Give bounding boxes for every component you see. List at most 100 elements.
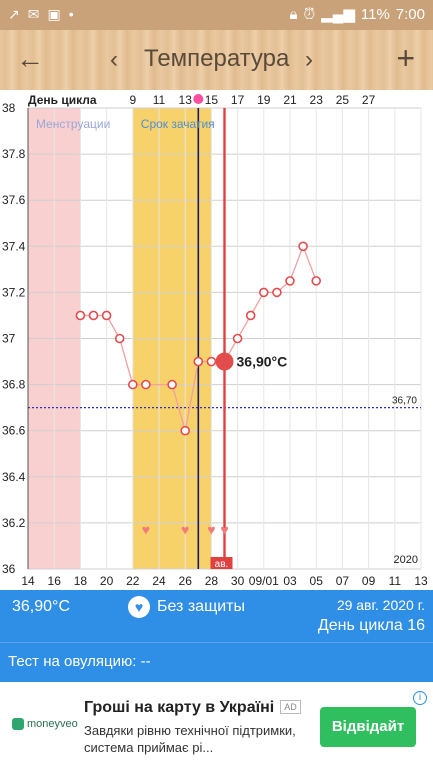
plus-icon[interactable]: + [396, 40, 415, 76]
x-tick-label: 09/01 [249, 574, 279, 588]
cycle-day-label: 23 [310, 93, 324, 107]
lock-icon: 🔒︎ [289, 5, 298, 23]
y-tick-label: 37 [2, 332, 16, 346]
info-icon[interactable]: i [413, 691, 427, 705]
region-label-0: Менструации [36, 117, 110, 131]
cycle-day-label: 13 [179, 93, 193, 107]
temperature-point[interactable] [311, 276, 322, 286]
temperature-point[interactable] [206, 356, 217, 367]
x-tick-label: 16 [48, 574, 62, 588]
temperature-point[interactable] [180, 425, 190, 436]
temperature-point[interactable] [285, 276, 295, 286]
cycle-day: День цикла 16 [317, 617, 425, 634]
y-tick-label: 37.4 [2, 239, 26, 253]
ad-banner[interactable]: i moneyveo Гроші на карту в Україні AD За… [0, 684, 433, 770]
x-tick-label: 11 [389, 574, 402, 588]
temperature-point[interactable] [298, 241, 308, 252]
y-tick-label: 37.2 [2, 285, 26, 299]
selected-date: 29 авг. 2020 г. [336, 597, 425, 613]
protection-label: Без защиты [157, 598, 245, 615]
ovulation-day-dot [193, 94, 204, 104]
alarm-icon: ⏰︎ [303, 5, 316, 23]
temperature-point[interactable] [75, 310, 86, 321]
message-icon: ✉ [27, 6, 40, 22]
heart-icon: ♥ [220, 521, 228, 537]
x-tick-label: 09 [362, 574, 376, 588]
logo-text: moneyveo [27, 718, 78, 730]
selected-point[interactable] [215, 352, 234, 371]
temperature-point[interactable] [128, 379, 138, 390]
selected-point-label: 36,90°C [237, 354, 288, 370]
temperature-point[interactable] [114, 333, 125, 344]
logo-mark [12, 718, 24, 730]
heart-icon: ♥ [142, 521, 150, 537]
ad-headline-text: Гроші на карту в Україні [84, 699, 275, 716]
y-tick-label: 36.6 [2, 424, 26, 438]
temperature-point[interactable] [101, 310, 112, 321]
year-label: 2020 [394, 554, 418, 566]
ad-description: Завдяки рівню технічної підтримки, систе… [84, 723, 296, 755]
heart-icon: ♥ [181, 521, 189, 537]
x-tick-label: 05 [310, 574, 324, 588]
battery-level: 11% [360, 5, 390, 23]
cycle-day-label: 19 [257, 93, 271, 107]
x-tick-label: 30 [231, 574, 245, 588]
temperature-point[interactable] [245, 310, 256, 321]
temperature-point[interactable] [141, 379, 151, 390]
temperature-point[interactable] [258, 287, 269, 298]
ovulation-test-label: Тест на овуляцию: -- [8, 653, 151, 670]
x-tick-label: 26 [179, 574, 193, 588]
cycle-day-label: 11 [153, 93, 166, 107]
selected-temperature: 36,90°C [12, 598, 70, 615]
image-icon: ▣ [47, 6, 61, 22]
selected-day-info[interactable]: 36,90°C ♥ Без защиты 29 авг. 2020 г. Ден… [0, 590, 433, 642]
temperature-point[interactable] [232, 333, 243, 344]
temperature-point[interactable] [88, 310, 99, 321]
cycle-day-label: 17 [231, 93, 245, 107]
x-tick-label: 03 [283, 574, 297, 588]
ad-cta-button[interactable]: Відвідайт [320, 707, 416, 747]
x-tick-label: 13 [414, 574, 428, 588]
x-tick-label: 18 [74, 574, 88, 588]
signal-icon: ▂▄▆ [321, 6, 355, 23]
cycle-day-label: 9 [129, 93, 136, 107]
y-tick-label: 36 [2, 562, 16, 576]
x-tick-label: 22 [126, 574, 140, 588]
cycle-day-axis-title: День цикла [28, 93, 97, 107]
ovulation-marker-label: ав. [215, 559, 229, 570]
chart-canvas[interactable]: ♥ ♥ ♥ ♥ Менструации Срок зачатия 38 37.8 37.6 37… [0, 90, 433, 590]
region-label-1: Срок зачатия [141, 117, 215, 131]
y-tick-label: 37.6 [2, 193, 26, 207]
notification-icons: ↗ ✉ ▣ • [8, 6, 74, 23]
cycle-day-label: 15 [205, 93, 219, 107]
arrow-left-icon[interactable]: ← [16, 43, 44, 74]
x-tick-label: 14 [21, 574, 35, 588]
temperature-chart[interactable]: ♥ ♥ ♥ ♥ Менструации Срок зачатия 38 37.8 37.6 37… [0, 90, 433, 590]
x-tick-label: 24 [152, 574, 166, 588]
y-tick-label: 38 [2, 101, 16, 115]
ovulation-test-row[interactable]: Тест на овуляцию: -- [0, 642, 433, 682]
coverline-label: 36,70 [392, 396, 417, 407]
temperature-point[interactable] [167, 379, 177, 390]
ad-badge: AD [280, 700, 301, 714]
missed-call-icon: ↗ [8, 6, 20, 22]
cycle-day-label: 21 [283, 93, 297, 107]
advertiser-logo: moneyveo [12, 718, 78, 730]
cycle-day-label: 27 [362, 93, 376, 107]
ad-headline[interactable]: Гроші на карту в Україні AD [84, 699, 301, 717]
x-tick-label: 07 [336, 574, 350, 588]
cycle-day-label: 25 [336, 93, 350, 107]
heart-icon: ♥ [207, 521, 215, 537]
system-icons: 🔒︎ ⏰︎ ▂▄▆ 11% 7:00 [289, 5, 425, 24]
protection-status[interactable]: ♥ Без защиты [128, 596, 245, 618]
y-tick-label: 36.4 [2, 470, 26, 484]
temperature-point[interactable] [272, 287, 282, 298]
clock: 7:00 [395, 5, 425, 23]
temperature-point[interactable] [193, 356, 204, 367]
ovulation-marker [210, 557, 233, 569]
chevron-right-icon[interactable]: › [305, 46, 313, 73]
page-title: Температура [144, 45, 290, 72]
chevron-left-icon[interactable]: ‹ [110, 46, 118, 73]
y-tick-label: 36.2 [2, 516, 26, 530]
y-tick-label: 37.8 [2, 147, 26, 161]
